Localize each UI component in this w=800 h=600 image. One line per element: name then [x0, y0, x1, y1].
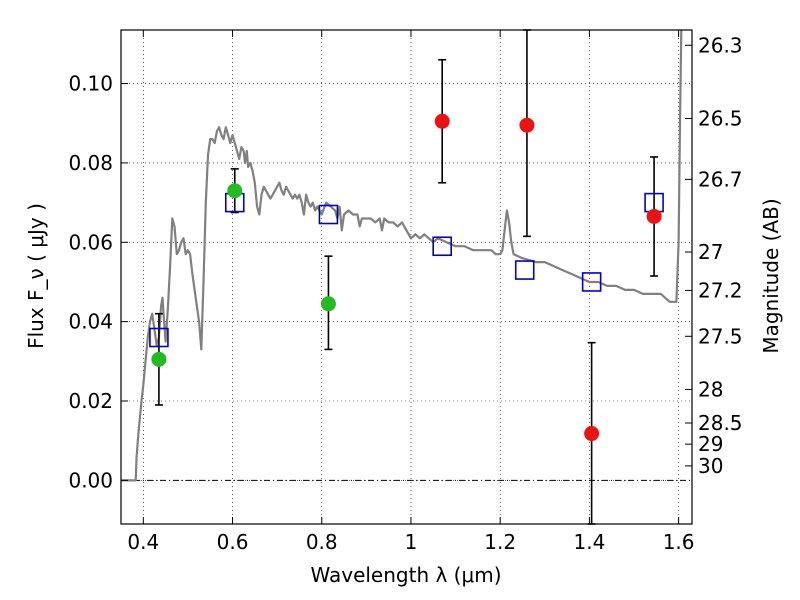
- green-data-point: [227, 183, 243, 199]
- y-right-tick-label: 26.3: [698, 33, 743, 57]
- y-right-tick-label: 27.2: [698, 278, 743, 302]
- y-right-tick-label: 29: [698, 432, 723, 456]
- y-tick-label: 0.06: [68, 230, 113, 254]
- x-axis-title: Wavelength λ (μm): [310, 563, 501, 587]
- model-photometry-square: [318, 204, 339, 225]
- y-axis-title: Flux F_ν ( μJy ): [24, 203, 48, 349]
- y-right-axis-title: Magnitude (AB): [759, 198, 783, 353]
- model-spectrum: [121, 29, 683, 482]
- red-data-point: [646, 208, 662, 224]
- green-data-point: [151, 351, 167, 367]
- x-tick-label: 0.6: [217, 530, 249, 554]
- green-data-point: [320, 296, 336, 312]
- red-data-point: [519, 117, 535, 133]
- y-right-tick-label: 28: [698, 377, 723, 401]
- tick-labels: 0.4 0.6 0.8 1 1.2 1.4 1.6 0.00 0.02 0.04 0.06 0.08 0…: [68, 33, 742, 554]
- model-spectrum-line: [121, 29, 683, 482]
- y-tick-label: 0.00: [68, 468, 113, 492]
- y-right-tick-label: 27: [698, 240, 723, 264]
- plot-frame: [120, 29, 693, 525]
- x-tick-label: 0.4: [127, 530, 159, 554]
- x-tick-label: 1.2: [484, 530, 516, 554]
- y-right-tick-label: 30: [698, 454, 723, 478]
- model-photometry-square: [581, 272, 602, 292]
- x-tick-label: 1: [405, 530, 418, 554]
- model-photometry-square: [514, 260, 535, 280]
- y-tick-label: 0.10: [68, 72, 113, 96]
- data-markers: [149, 113, 664, 442]
- x-tick-label: 1.4: [573, 530, 605, 554]
- x-tick-label: 0.8: [306, 530, 338, 554]
- grid-lines: [121, 30, 692, 524]
- model-photometry-square: [432, 236, 452, 257]
- y-right-tick-label: 27.5: [698, 324, 743, 348]
- y-right-tick-label: 26.7: [698, 167, 743, 191]
- red-data-point: [434, 113, 450, 129]
- axis-ticks: [121, 30, 692, 524]
- y-right-tick-label: 28.5: [698, 411, 743, 435]
- y-tick-label: 0.02: [68, 389, 113, 413]
- model-photometry-square: [149, 327, 169, 348]
- x-tick-label: 1.6: [663, 530, 695, 554]
- y-tick-label: 0.08: [68, 151, 113, 175]
- red-data-point: [584, 426, 600, 442]
- y-tick-label: 0.04: [68, 310, 113, 334]
- y-right-tick-label: 26.5: [698, 106, 743, 130]
